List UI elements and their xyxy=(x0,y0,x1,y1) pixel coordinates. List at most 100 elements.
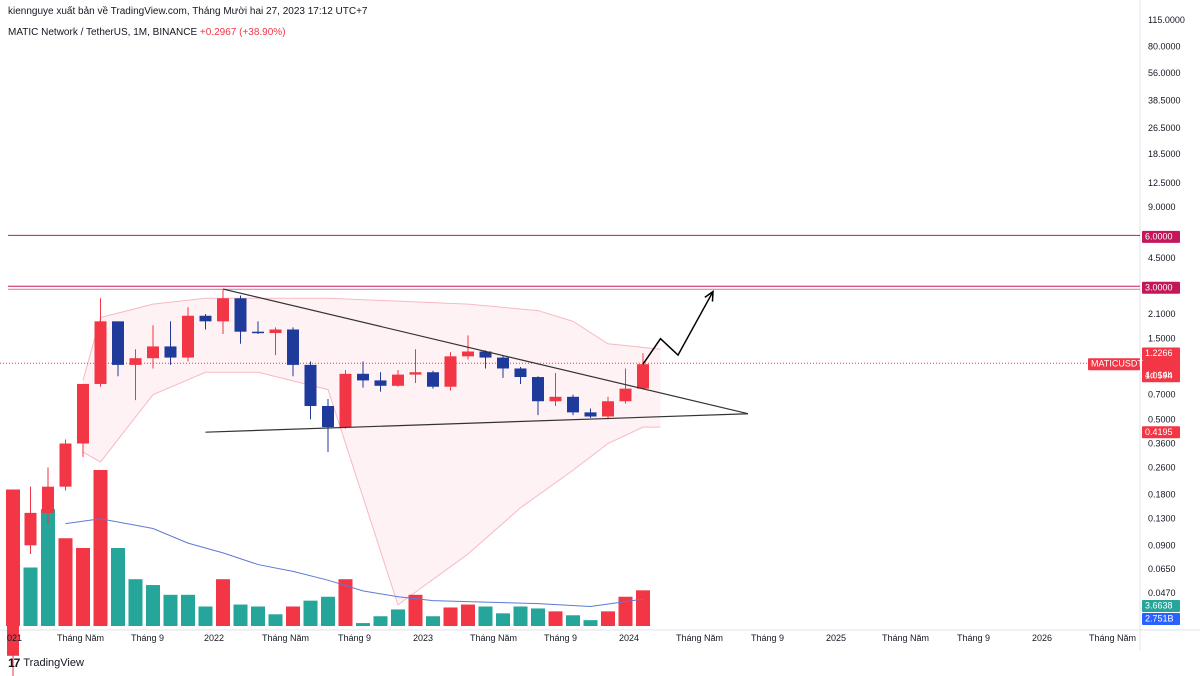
time-tick-label: Tháng 9 xyxy=(544,633,577,643)
candle-body xyxy=(304,364,317,406)
price-axis: 115.0000 80.0000 56.0000 38.5000 26.5000 18.5… xyxy=(1148,15,1185,598)
time-tick-label: 2022 xyxy=(204,633,224,643)
volume-ma-badge-bg xyxy=(1142,613,1180,625)
price-tick-label: 0.0650 xyxy=(1148,564,1176,574)
candle-body xyxy=(24,512,37,546)
bollinger-lower-line xyxy=(82,371,661,606)
volume-bar xyxy=(128,579,143,626)
price-tick-label: 0.0900 xyxy=(1148,540,1176,550)
time-axis: 021 Tháng Năm Tháng 9 2022 Tháng Năm Tháng 9 2… xyxy=(7,633,1136,643)
price-tick-label: 0.0470 xyxy=(1148,588,1176,598)
symbol-badge-bg xyxy=(1088,358,1140,371)
volume-bar xyxy=(461,604,475,626)
volume-bar xyxy=(338,579,353,626)
candle-body xyxy=(234,298,247,332)
candle-body xyxy=(182,315,194,358)
volume-bar xyxy=(146,585,160,626)
triangle-trendline xyxy=(205,413,749,433)
tradingview-logo-icon: 17 xyxy=(8,656,20,670)
volume-bar xyxy=(303,600,318,626)
candle-body xyxy=(129,358,142,365)
level-badge-bg xyxy=(1142,230,1180,243)
volume-bar xyxy=(531,608,545,626)
high-marker-badge-bg xyxy=(1142,347,1180,360)
candle-body xyxy=(77,383,89,444)
bollinger-band-fill xyxy=(83,298,661,605)
price-tick-label: 2.1000 xyxy=(1148,309,1176,319)
candle-body xyxy=(602,401,614,417)
price-tick-label: 1.5000 xyxy=(1148,334,1176,344)
candle-body xyxy=(584,412,597,417)
volume-bar xyxy=(58,538,73,626)
volume-badge-bg xyxy=(1142,600,1180,612)
volume-bar xyxy=(391,609,405,626)
candle-body xyxy=(462,351,474,357)
volume-bar xyxy=(216,579,230,626)
countdown-text: 4d 14h xyxy=(1145,370,1173,380)
volume-bar xyxy=(496,613,510,626)
chart-grid xyxy=(0,0,1200,650)
price-tick-label: 26.5000 xyxy=(1148,123,1181,133)
volume-bar xyxy=(163,594,178,626)
volume-bar xyxy=(373,616,388,626)
volume-ma-line xyxy=(65,518,644,608)
trend-drawings xyxy=(205,288,749,433)
candle-body xyxy=(497,357,509,369)
time-tick-label: Tháng 9 xyxy=(957,633,990,643)
volume-bar xyxy=(548,611,563,626)
time-tick-label: Tháng 9 xyxy=(131,633,164,643)
volume-bar xyxy=(233,604,248,626)
volume-bar xyxy=(513,606,528,626)
volume-bar xyxy=(111,548,125,626)
candle-body xyxy=(549,396,562,402)
volume-bar xyxy=(198,606,213,626)
time-tick-label: Tháng Năm xyxy=(1089,633,1136,643)
time-tick-label: 2026 xyxy=(1032,633,1052,643)
level-badge: 3.0000 xyxy=(1145,282,1173,292)
volume-bar xyxy=(268,614,283,626)
time-tick-label: Tháng 9 xyxy=(338,633,371,643)
time-tick-label: Tháng Năm xyxy=(57,633,104,643)
candle-body xyxy=(269,329,282,334)
volume-bar xyxy=(478,606,493,626)
time-tick-label: 021 xyxy=(7,633,22,643)
time-tick-label: Tháng 9 xyxy=(751,633,784,643)
volume-bar xyxy=(618,596,633,626)
current-price-badge-bg xyxy=(1142,358,1180,383)
projection-arrow-head xyxy=(704,290,714,302)
bollinger-upper-line xyxy=(82,297,661,381)
low-marker-badge: 0.4195 xyxy=(1145,427,1173,437)
price-tick-label: 9.0000 xyxy=(1148,202,1176,212)
candle-body xyxy=(514,368,527,378)
tradingview-logo[interactable]: 17 TradingView xyxy=(8,656,84,670)
horizontal-levels xyxy=(0,234,1140,364)
candle-body xyxy=(42,486,54,513)
symbol-title: MATIC Network / TetherUS, 1M, BINANCE xyxy=(8,27,198,38)
symbol-info: MATIC Network / TetherUS, 1M, BINANCE +0… xyxy=(8,27,286,38)
candle-body xyxy=(374,380,387,386)
price-tick-label: 80.0000 xyxy=(1148,42,1181,52)
volume-bar xyxy=(443,607,458,626)
publisher-info: kiennguye xuất bản về TradingView.com, T… xyxy=(8,6,368,17)
candlesticks xyxy=(7,289,649,676)
candle-body xyxy=(567,396,579,413)
candle-body xyxy=(199,315,212,322)
projection-arrow-path xyxy=(642,291,714,365)
candle-body xyxy=(7,545,19,656)
price-tick-label: 0.7000 xyxy=(1148,390,1176,400)
high-marker-badge: 1.2266 xyxy=(1145,348,1173,358)
time-tick-label: Tháng Năm xyxy=(882,633,929,643)
current-price-badge: 1.0594 xyxy=(1145,371,1173,381)
triangle-trendline xyxy=(222,288,749,415)
price-tick-label: 56.0000 xyxy=(1148,68,1181,78)
candle-body xyxy=(444,356,457,387)
candle-body xyxy=(339,373,352,428)
time-tick-label: 2025 xyxy=(826,633,846,643)
price-change: +0.2967 (+38.90%) xyxy=(199,27,286,38)
level-badge: 6.0000 xyxy=(1145,231,1173,241)
time-tick-label: Tháng Năm xyxy=(262,633,309,643)
candle-body xyxy=(619,388,632,402)
price-tick-label: 12.5000 xyxy=(1148,178,1181,188)
candle-body xyxy=(287,329,299,365)
